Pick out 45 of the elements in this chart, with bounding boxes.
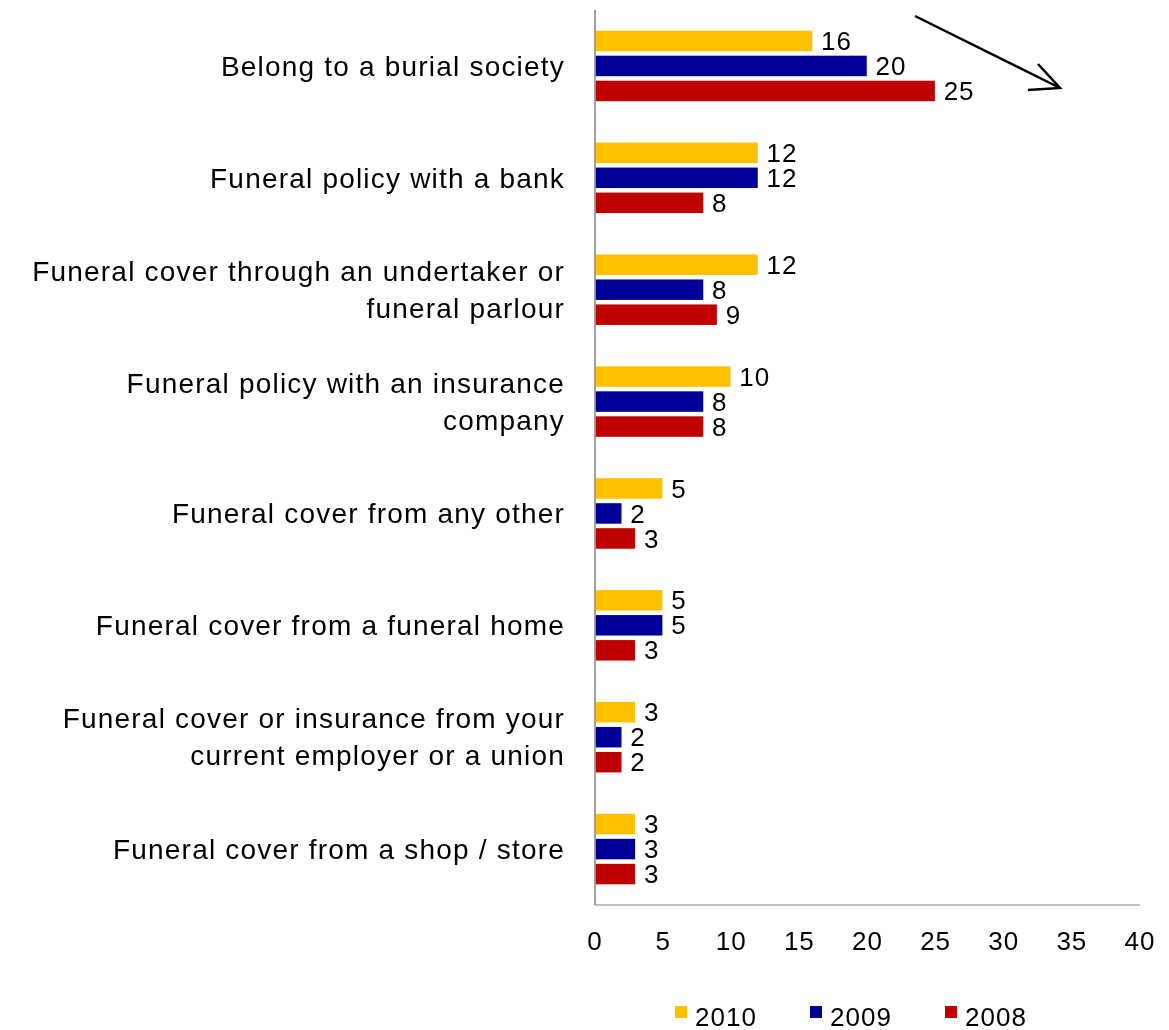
y-tick-label: Funeral cover through an undertaker or funeral parlour: [32, 255, 565, 324]
bar: [594, 613, 664, 638]
y-tick-label: Belong to a burial society: [220, 50, 565, 82]
bar: [594, 526, 637, 551]
data-label: 25: [943, 76, 975, 107]
x-tick-label: 15: [783, 926, 815, 956]
legend-label: 2010: [695, 1002, 757, 1030]
data-label: 20: [875, 51, 907, 82]
bar: [594, 501, 623, 526]
data-label: 16: [821, 26, 852, 57]
x-tick-label: 40: [1124, 926, 1156, 956]
x-tick-label: 5: [655, 926, 671, 956]
data-label: 8: [712, 274, 728, 305]
bar: [594, 476, 664, 501]
y-tick-label: Funeral cover from any other: [171, 498, 565, 530]
x-tick-label: 0: [587, 926, 603, 956]
y-tick-label: Funeral policy with an insurance company: [126, 367, 565, 436]
data-label: 2: [630, 498, 646, 529]
data-label: 5: [671, 473, 687, 504]
bar: [594, 588, 664, 613]
bar: [594, 302, 719, 327]
data-label: 12: [766, 249, 798, 280]
bar: [594, 252, 760, 277]
y-tick-label: Funeral cover from a shop / store: [113, 833, 565, 865]
data-label: 3: [643, 697, 660, 728]
x-tick-label: 25: [920, 926, 952, 956]
data-label: 8: [712, 187, 728, 218]
legend-label: 2008: [965, 1002, 1027, 1030]
y-tick-label: Funeral cover from a funeral home: [95, 610, 565, 642]
bar: [594, 414, 705, 439]
data-label: 10: [739, 361, 771, 392]
data-label: 9: [725, 299, 742, 330]
bar: [594, 364, 732, 389]
data-label: 3: [643, 523, 660, 554]
x-tick-label: 20: [852, 926, 883, 956]
x-tick-label: 35: [1056, 926, 1088, 956]
bar: [594, 389, 705, 414]
x-tick-label: 30: [988, 926, 1020, 956]
y-tick-label: Funeral cover or insurance from your current employer or a union: [62, 703, 565, 772]
y-tick-label: Funeral policy with a bank: [210, 162, 565, 194]
bar: [594, 277, 705, 302]
x-tick-label: 10: [715, 926, 747, 956]
legend-label: 2009: [830, 1002, 892, 1030]
data-label: 3: [643, 635, 660, 666]
bar: [594, 638, 637, 663]
